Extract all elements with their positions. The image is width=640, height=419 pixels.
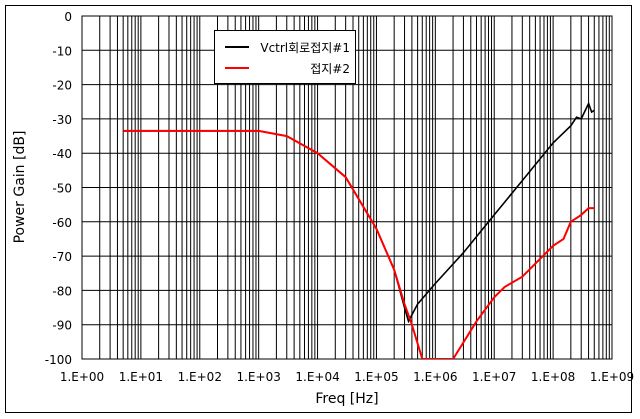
y-tick-label: -80	[52, 284, 72, 298]
series-lines	[123, 101, 595, 359]
legend: Vctrl회로접지#1 접지#2	[214, 30, 356, 84]
legend-item-series-1: Vctrl회로접지#1	[215, 37, 355, 57]
x-tick-label: 1.E+00	[60, 370, 104, 384]
y-tick-label: 0	[64, 10, 72, 24]
x-tick-label: 1.E+05	[354, 370, 398, 384]
x-tick-label: 1.E+09	[590, 370, 634, 384]
y-tick-label: -30	[52, 113, 72, 127]
y-tick-label: -50	[52, 182, 72, 196]
y-tick-label: -40	[52, 147, 72, 161]
legend-swatch-black	[225, 46, 249, 48]
legend-label: Vctrl회로접지#1	[260, 41, 350, 55]
series-line-2	[123, 129, 595, 359]
x-tick-label: 1.E+04	[295, 370, 339, 384]
x-tick-label: 1.E+02	[178, 370, 222, 384]
y-tick-label: -10	[52, 44, 72, 58]
y-tick-label: -20	[52, 79, 72, 93]
y-axis-label: Power Gain [dB]	[12, 131, 28, 244]
y-tick-label: -70	[52, 250, 72, 264]
y-tick-label: -60	[52, 216, 72, 230]
x-tick-label: 1.E+08	[531, 370, 575, 384]
chart-frame	[5, 5, 632, 413]
legend-swatch-red	[225, 67, 249, 69]
y-tick-label: -100	[45, 353, 72, 367]
legend-item-series-2: 접지#2	[215, 58, 355, 78]
y-tick-label: -90	[52, 319, 72, 333]
y-axis-ticks: 0 -10 -20 -30 -40 -50 -60 -70 -80 -90 -100	[45, 10, 72, 367]
x-tick-label: 1.E+07	[472, 370, 516, 384]
x-tick-label: 1.E+03	[236, 370, 280, 384]
x-tick-label: 1.E+06	[413, 370, 457, 384]
x-tick-label: 1.E+01	[119, 370, 163, 384]
x-axis-label: Freq [Hz]	[315, 391, 378, 407]
x-axis-ticks: 1.E+00 1.E+01 1.E+02 1.E+03 1.E+04 1.E+05 1.E+…	[60, 370, 634, 384]
legend-label: 접지#2	[310, 62, 350, 76]
